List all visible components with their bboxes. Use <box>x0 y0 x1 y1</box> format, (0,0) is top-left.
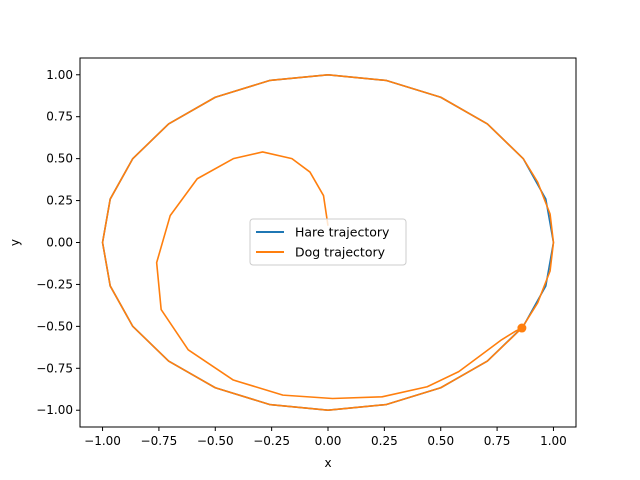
x-tick-label: 1.00 <box>540 434 567 448</box>
x-tick-label: 0.25 <box>371 434 398 448</box>
x-tick-label: 0.75 <box>484 434 511 448</box>
marker-layer <box>517 323 527 333</box>
x-tick-label: −1.00 <box>84 434 121 448</box>
x-axis-ticks: −1.00 −0.75 −0.50 −0.25 0.00 0.25 0.50 0.75 1.00 <box>84 427 567 448</box>
x-tick-label: −0.25 <box>253 434 290 448</box>
series-line-1 <box>101 73 555 412</box>
legend-label-dog: Dog trajectory <box>295 245 386 260</box>
x-axis-label: x <box>324 456 331 470</box>
y-tick-label: 0.75 <box>46 110 73 124</box>
y-tick-label: −0.25 <box>36 277 73 291</box>
legend-box <box>249 218 407 266</box>
y-tick-label: 0.50 <box>46 152 73 166</box>
y-axis-ticks: −1.00 −0.75 −0.50 −0.25 0.00 0.25 0.50 0.75 1.00 <box>36 68 80 417</box>
legend-label-hare: Hare trajectory <box>295 225 390 240</box>
x-tick-label: 0.50 <box>427 434 454 448</box>
y-tick-label: −0.50 <box>36 319 73 333</box>
y-tick-label: 0.00 <box>46 236 73 250</box>
x-tick-label: 0.00 <box>315 434 342 448</box>
y-tick-label: −0.75 <box>36 361 73 375</box>
dog-position-marker <box>517 323 527 333</box>
y-tick-label: −1.00 <box>36 403 73 417</box>
x-tick-label: −0.50 <box>197 434 234 448</box>
y-tick-label: 0.25 <box>46 194 73 208</box>
x-tick-label: −0.75 <box>141 434 178 448</box>
legend: Hare trajectory Dog trajectory <box>249 218 407 266</box>
y-tick-label: 1.00 <box>46 68 73 82</box>
series-layer <box>101 73 555 412</box>
y-axis-label: y <box>8 239 22 246</box>
